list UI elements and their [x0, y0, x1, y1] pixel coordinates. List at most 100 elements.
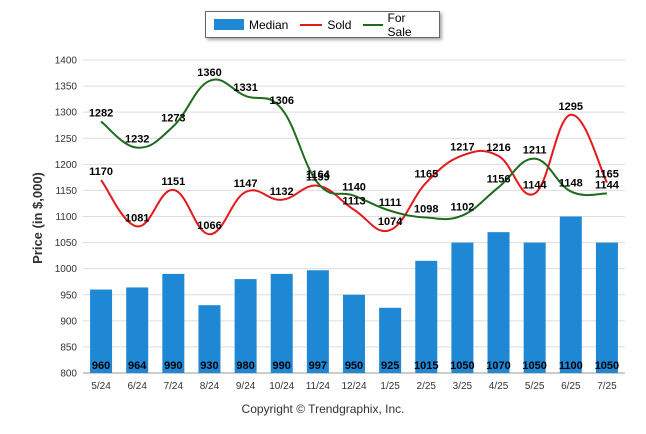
bar-median	[487, 232, 510, 373]
point-label-sold: 1074	[378, 216, 403, 228]
bar-median	[523, 242, 546, 373]
legend-swatch-for-sale	[363, 23, 383, 26]
x-tick-label: 6/25	[561, 381, 581, 392]
bar-median	[126, 287, 149, 373]
bar-value-label: 1050	[522, 360, 546, 372]
point-label-for-sale: 1102	[450, 201, 474, 213]
bar-value-label: 1070	[486, 360, 510, 372]
y-tick-label: 1150	[55, 186, 77, 197]
y-tick-label: 850	[60, 342, 77, 353]
x-tick-label: 11/24	[306, 381, 331, 392]
x-tick-label: 7/25	[597, 381, 617, 392]
point-label-for-sale: 1140	[342, 182, 366, 194]
y-tick-label: 1050	[55, 238, 78, 249]
x-tick-label: 3/25	[453, 381, 473, 392]
legend-label-sold: Sold	[327, 17, 352, 32]
legend-label-median: Median	[249, 17, 289, 32]
point-label-sold: 1144	[523, 180, 548, 192]
x-tick-label: 5/24	[91, 381, 111, 392]
y-axis-label: Price (in $,000)	[30, 172, 45, 264]
bar-median	[270, 273, 293, 373]
legend-swatch-median	[214, 19, 244, 30]
legend-item-sold: Sold	[300, 18, 351, 32]
y-tick-label: 900	[60, 316, 77, 327]
bar-value-label: 980	[236, 360, 254, 372]
point-label-sold: 1295	[559, 101, 583, 113]
x-tick-label: 9/24	[236, 381, 256, 392]
point-label-sold: 1147	[234, 178, 258, 190]
bar-median	[379, 307, 402, 373]
bar-value-label: 964	[128, 360, 147, 372]
bar-value-label: 925	[381, 360, 399, 372]
legend-label-for-sale: For Sale	[387, 10, 412, 39]
bar-value-label: 997	[309, 360, 327, 372]
bar-median	[198, 305, 221, 373]
point-label-sold: 1165	[414, 169, 438, 181]
legend-item-for-sale: For Sale	[363, 11, 427, 39]
legend-item-median: Median	[214, 18, 288, 32]
bar-median	[162, 273, 185, 373]
bar-median	[451, 242, 474, 373]
y-tick-label: 1400	[55, 56, 78, 67]
point-label-for-sale: 1273	[161, 112, 185, 124]
bar-median	[559, 216, 582, 373]
point-label-sold: 1216	[486, 142, 510, 154]
y-tick-label: 1350	[55, 82, 78, 93]
y-tick-label: 1300	[55, 108, 78, 119]
point-label-sold: 1066	[197, 220, 221, 232]
legend: Median Sold For Sale	[205, 11, 440, 39]
x-tick-label: 7/24	[164, 381, 184, 392]
bar-median	[415, 260, 438, 373]
point-label-sold: 1081	[125, 212, 149, 224]
point-label-for-sale: 1111	[379, 197, 402, 209]
bar-value-label: 1050	[450, 360, 474, 372]
bar-value-label: 1050	[595, 360, 619, 372]
point-label-sold: 1113	[342, 196, 365, 208]
x-tick-label: 1/25	[380, 381, 400, 392]
x-tick-label: 6/24	[127, 381, 147, 392]
bar-value-label: 990	[164, 360, 182, 372]
y-tick-label: 800	[60, 369, 77, 380]
bar-value-label: 1100	[559, 360, 583, 372]
y-tick-label: 1100	[55, 212, 77, 223]
x-axis: 5/24 6/24 7/24 8/24 9/24 10/24 11/24 12/24 1/25 2…	[83, 372, 625, 392]
x-tick-label: 8/24	[200, 381, 220, 392]
point-label-sold: 1217	[450, 141, 474, 153]
point-label-for-sale: 1098	[414, 204, 438, 216]
point-label-sold: 1159	[306, 172, 330, 184]
point-label-for-sale: 1148	[559, 177, 583, 189]
point-label-for-sale: 1306	[269, 95, 293, 107]
bar-median	[306, 270, 329, 373]
bar-value-label: 930	[200, 360, 218, 372]
x-tick-label: 2/25	[417, 381, 437, 392]
copyright: Copyright © Trendgraphix, Inc.	[241, 402, 405, 416]
series-lines	[100, 78, 608, 236]
x-tick-label: 10/24	[269, 381, 294, 392]
point-label-for-sale: 1156	[487, 173, 511, 185]
x-tick-label: 5/25	[525, 381, 545, 392]
data-labels: 960 964 990 930 980 990 997 950 925 1015 1050 1070 1…	[89, 67, 620, 372]
bar-median	[595, 242, 618, 373]
bar-value-label: 990	[273, 360, 291, 372]
point-label-for-sale: 1211	[523, 145, 547, 157]
point-label-for-sale: 1282	[89, 108, 113, 120]
bar-median	[343, 294, 365, 373]
point-label-for-sale: 1164	[306, 169, 331, 181]
x-tick-label: 12/24	[341, 381, 366, 392]
line-for-sale	[100, 78, 607, 221]
y-axis: 800 850 900 950 1000 1050 1100 1150 1200 1250 1300…	[55, 56, 78, 380]
bar-value-label: 1015	[414, 360, 438, 372]
y-tick-label: 1200	[55, 160, 78, 171]
line-sold	[100, 113, 608, 236]
point-label-for-sale: 1331	[233, 82, 257, 94]
point-label-for-sale: 1360	[197, 67, 221, 79]
y-tick-label: 950	[60, 290, 77, 301]
point-label-for-sale: 1232	[125, 134, 149, 146]
point-label-sold: 1132	[270, 186, 294, 198]
legend-swatch-sold	[300, 23, 323, 26]
bar-value-label: 950	[345, 360, 363, 372]
point-label-sold: 1151	[161, 176, 185, 188]
y-tick-label: 1000	[55, 264, 78, 275]
bar-median	[90, 289, 113, 373]
